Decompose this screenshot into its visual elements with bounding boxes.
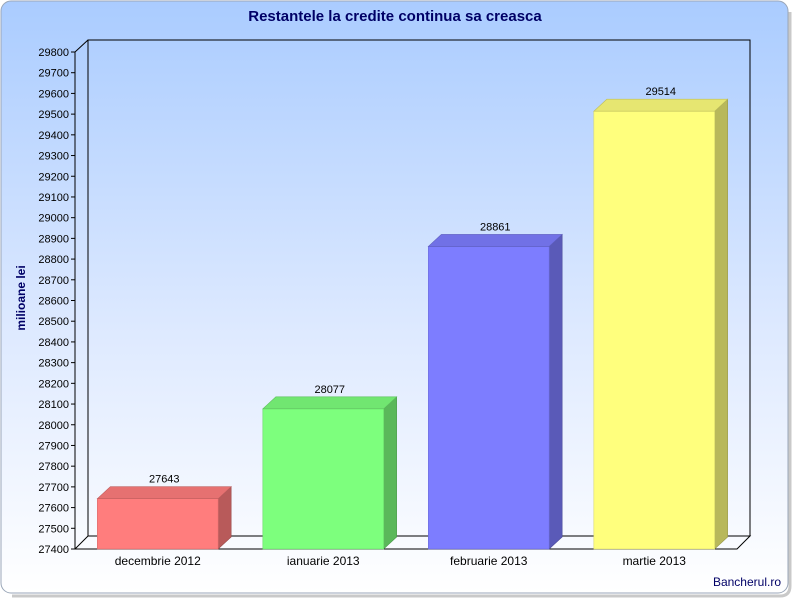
bar-front [262,408,384,550]
bar-2: 28077 [262,384,398,550]
y-tick-label: 28800 [38,254,69,266]
y-tick-label: 27900 [38,440,69,452]
bars-group: 27643 28077 28861 29514 [96,86,729,550]
bar-side [548,233,563,550]
y-tick-label: 29800 [38,47,69,59]
x-tick-label: februarie 2013 [450,554,528,568]
y-axis-ticks: 27400 27500 27600 27700 27800 27900 28000 28100… [38,47,75,556]
chart-background [0,0,789,594]
bar-front [593,110,715,550]
bar-4: 29514 [593,86,729,550]
y-tick-label: 29000 [38,213,69,225]
y-tick-label: 28200 [38,378,69,390]
bar-top [593,98,729,112]
bar-1: 27643 [96,474,232,550]
bar-top [262,396,398,410]
y-tick-label: 28400 [38,337,69,349]
bar-front [97,498,219,550]
y-tick-label: 27700 [38,482,69,494]
x-tick-label: ianuarie 2013 [287,554,360,568]
chart-title: Restantele la credite continua sa creasc… [248,8,542,25]
y-axis-depth-top [74,39,89,53]
y-tick-label: 29600 [38,88,69,100]
bar-side [714,98,728,550]
y-tick-label: 28900 [38,233,69,245]
x-tick-label: martie 2013 [623,554,687,568]
y-tick-label: 28500 [38,316,69,328]
bar-value-label: 29514 [645,86,676,98]
y-tick-label: 29700 [38,68,69,80]
y-tick-label: 28000 [38,420,69,432]
bar-front [428,246,550,550]
y-tick-label: 29200 [38,171,69,183]
credit-text: Bancherul.ro [713,575,781,589]
y-tick-label: 28100 [38,399,69,411]
bar-value-label: 28861 [480,221,511,233]
bar-value-label: 28077 [314,384,345,396]
x-tick-label: decembrie 2012 [115,554,201,568]
y-tick-label: 27400 [38,544,69,556]
bar-value-label: 27643 [149,474,180,486]
y-tick-label: 27500 [38,523,69,535]
y-tick-label: 28700 [38,275,69,287]
y-tick-label: 29100 [38,192,69,204]
y-tick-label: 28300 [38,358,69,370]
chart-shadow [12,12,792,598]
y-tick-label: 29300 [38,151,69,163]
y-tick-label: 28600 [38,296,69,308]
y-tick-label: 27600 [38,503,69,515]
x-axis-labels: decembrie 2012 ianuarie 2013 februarie 201… [115,554,687,568]
y-tick-label: 27800 [38,461,69,473]
y-axis-label: milioane lei [14,265,28,330]
bar-side [383,396,397,550]
y-tick-label: 29400 [38,130,69,142]
bar-3: 28861 [427,221,563,550]
y-tick-label: 29500 [38,109,69,121]
bar-top [427,234,563,247]
bar-top [96,486,232,499]
